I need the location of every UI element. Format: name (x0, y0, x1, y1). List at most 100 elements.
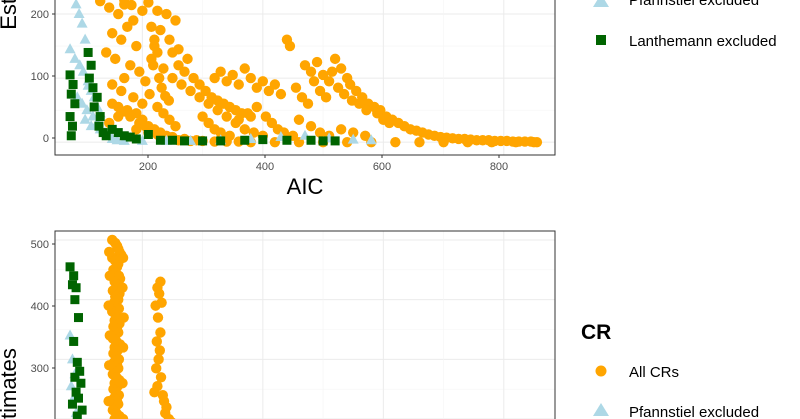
all-crs-point (302, 98, 314, 109)
all-crs-point (152, 5, 163, 17)
all-crs-point (144, 88, 155, 100)
lanthemann-excluded-point (94, 121, 104, 131)
all-crs-point (182, 53, 193, 65)
lanthemann-excluded-point (101, 131, 111, 141)
bottom-panel-border (54, 230, 556, 419)
all-crs-point (147, 60, 159, 71)
all-crs-point (154, 72, 165, 84)
all-crs-point (462, 136, 473, 148)
all-crs-point (239, 124, 250, 135)
lanthemann-excluded-point (66, 89, 76, 99)
all-crs-point (107, 79, 118, 90)
all-crs-point (510, 136, 522, 148)
lanthemann-excluded-point (77, 405, 87, 415)
all-crs-point (305, 66, 317, 77)
lanthemann-excluded-point (69, 271, 79, 281)
all-crs-point (155, 327, 166, 338)
all-crs-point (137, 5, 148, 17)
all-crs-point (117, 378, 128, 389)
top-x-tick-label: 800 (490, 161, 508, 173)
pfannstiel-excluded-point (111, 134, 123, 145)
all-crs-point (104, 2, 115, 13)
lanthemann-excluded-point (72, 357, 82, 367)
all-crs-point (164, 34, 175, 45)
all-crs-point (104, 360, 115, 371)
all-crs-point (117, 342, 129, 353)
legend-label-pfannstiel: Pfannstiel excluded (629, 0, 759, 9)
bottom-legend: CR All CRs Pfannstiel excluded (581, 321, 759, 419)
all-crs-point (155, 276, 166, 287)
lanthemann-excluded-point (240, 135, 250, 145)
all-crs-point (104, 330, 116, 341)
lanthemann-excluded-point (180, 136, 190, 146)
all-crs-point (154, 345, 166, 356)
lanthemann-excluded-point (131, 134, 141, 144)
pfannstiel-excluded-point (70, 0, 82, 9)
lanthemann-excluded-point (68, 80, 78, 90)
all-crs-point (167, 416, 176, 419)
all-crs-point (245, 72, 256, 84)
lanthemann-excluded-point (306, 135, 316, 145)
lanthemann-excluded-point (70, 372, 80, 382)
all-crs-point (361, 104, 372, 116)
lanthemann-excluded-point (318, 136, 328, 146)
all-crs-point (107, 28, 118, 39)
lanthemann-excluded-point (113, 128, 123, 138)
top-y-tick-label: 0 (43, 133, 49, 145)
all-crs-point (153, 354, 164, 365)
all-crs-point (179, 66, 190, 77)
all-crs-point (113, 8, 124, 20)
legend-label-all-crs: All CRs (629, 364, 679, 381)
pfannstiel-excluded-point (76, 17, 88, 28)
all-crs-point (146, 21, 157, 33)
all-crs-point (528, 136, 540, 148)
bottom-panel-background (55, 231, 555, 419)
legend-label-lanthemann: Lanthemann excluded (629, 33, 777, 50)
all-crs-point (215, 66, 226, 77)
all-crs-point (354, 98, 365, 109)
lanthemann-excluded-point (84, 73, 94, 83)
lanthemann-excluded-point (95, 112, 105, 122)
pfannstiel-excluded-point (71, 91, 83, 102)
all-crs-point (305, 120, 317, 132)
all-crs-point (117, 413, 129, 419)
all-crs-point (137, 98, 148, 109)
all-crs-point (335, 63, 347, 74)
all-crs-point (275, 88, 287, 100)
all-crs-point (170, 120, 181, 132)
all-crs-point (125, 60, 136, 71)
all-crs-point (104, 270, 116, 281)
lanthemann-excluded-point (83, 47, 93, 57)
all-crs-point (140, 76, 151, 87)
lanthemann-excluded-point (73, 313, 83, 323)
top-legend: Pfannstiel excluded Lanthemann excluded (593, 0, 777, 50)
all-crs-point (167, 47, 178, 58)
pfannstiel-excluded-point (81, 104, 93, 115)
all-crs-point (341, 136, 353, 148)
all-crs-point (320, 92, 332, 103)
lanthemann-excluded-point (65, 70, 75, 80)
pfannstiel-excluded-point (64, 43, 76, 54)
all-crs-point (118, 312, 129, 323)
pfannstiel-excluded-point (74, 59, 86, 70)
all-crs-point (269, 79, 281, 90)
pfannstiel-excluded-point (347, 133, 359, 144)
lanthemann-excluded-point (66, 131, 76, 141)
all-crs-point (438, 136, 449, 148)
all-crs-point (117, 252, 129, 264)
lanthemann-excluded-point (330, 136, 340, 146)
all-crs-point (116, 85, 127, 97)
lanthemann-excluded-point (71, 283, 81, 293)
top-x-axis-title: AIC (287, 174, 324, 199)
all-crs-point (161, 8, 172, 20)
all-crs-point (245, 111, 256, 122)
bottom-y-axis-title: timates (0, 348, 21, 419)
top-y-tick-label: 100 (31, 71, 49, 83)
legend-key-triangle (593, 0, 609, 7)
all-crs-point (311, 56, 323, 68)
lanthemann-excluded-point (167, 135, 177, 145)
all-crs-point (104, 246, 115, 258)
lanthemann-excluded-point (76, 378, 86, 388)
all-crs-point (126, 0, 137, 11)
